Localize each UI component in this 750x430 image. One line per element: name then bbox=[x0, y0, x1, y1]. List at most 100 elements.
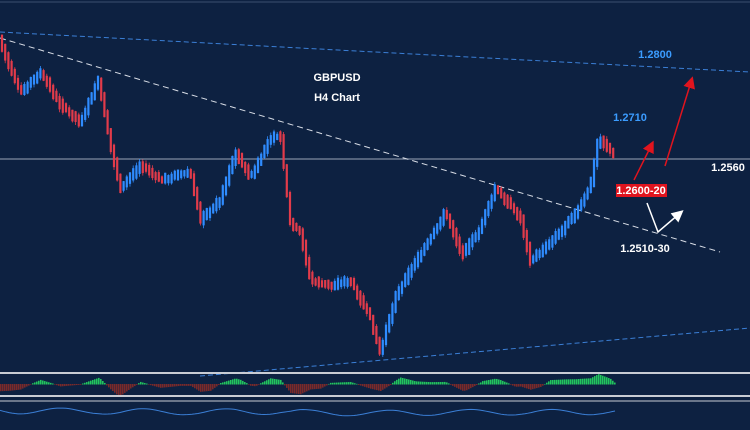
histogram-bar bbox=[184, 384, 186, 386]
candle-body bbox=[599, 136, 602, 149]
histogram-bar bbox=[442, 381, 444, 385]
histogram-bar bbox=[552, 379, 554, 385]
histogram-bar bbox=[244, 382, 246, 385]
histogram-bar bbox=[54, 384, 56, 385]
candle-body bbox=[384, 324, 388, 346]
histogram-bar bbox=[204, 384, 206, 392]
histogram-bar bbox=[580, 378, 582, 385]
histogram-bar bbox=[334, 382, 336, 385]
histogram-bar bbox=[10, 384, 12, 391]
histogram-bar bbox=[252, 384, 254, 386]
candle-body bbox=[87, 97, 90, 116]
candle-body bbox=[84, 107, 87, 120]
histogram-bar bbox=[120, 384, 122, 396]
histogram-bar bbox=[494, 378, 496, 385]
candle-body bbox=[132, 168, 135, 181]
candle-body bbox=[247, 164, 250, 180]
candle-body bbox=[144, 163, 148, 172]
histogram-bar bbox=[386, 384, 388, 388]
candle-body bbox=[228, 165, 231, 186]
candle-body bbox=[215, 197, 218, 212]
channel-top bbox=[0, 31, 750, 73]
histogram-bar bbox=[248, 384, 250, 385]
candle-body bbox=[234, 149, 237, 167]
histogram-bar bbox=[4, 384, 6, 392]
candle-body bbox=[77, 114, 80, 127]
candle-body bbox=[365, 303, 368, 314]
histogram-bar bbox=[524, 384, 526, 388]
candle-body bbox=[106, 110, 109, 135]
candle-body bbox=[500, 188, 503, 199]
histogram-bar bbox=[262, 382, 264, 385]
histogram-bar bbox=[346, 382, 348, 385]
candle-body bbox=[605, 138, 608, 152]
histogram-bar bbox=[44, 381, 46, 385]
histogram-bar bbox=[370, 384, 372, 389]
histogram-bar bbox=[228, 380, 230, 385]
histogram-bar bbox=[66, 384, 68, 386]
histogram-bar bbox=[328, 383, 330, 385]
histogram-bar bbox=[124, 384, 126, 393]
candle-body bbox=[266, 139, 269, 154]
histogram-bar bbox=[106, 384, 108, 386]
histogram-bar bbox=[22, 384, 24, 389]
histogram-bar bbox=[318, 384, 320, 389]
candle-body bbox=[324, 280, 327, 288]
histogram-bar bbox=[434, 382, 436, 385]
candle-body bbox=[164, 172, 167, 184]
candle-body bbox=[61, 98, 64, 113]
histogram-bar bbox=[514, 384, 516, 387]
candle-body bbox=[109, 128, 112, 153]
candle-body bbox=[308, 256, 311, 280]
histogram-bar bbox=[68, 384, 70, 386]
candle-body bbox=[112, 144, 116, 168]
histogram-bar bbox=[584, 378, 586, 385]
histogram-bar bbox=[196, 384, 198, 390]
histogram-bar bbox=[250, 384, 252, 386]
candle-body bbox=[426, 238, 429, 250]
candle-body bbox=[272, 131, 276, 143]
histogram-bar bbox=[198, 384, 200, 391]
candle-body bbox=[436, 223, 439, 234]
histogram-bar bbox=[336, 382, 338, 385]
candle-body bbox=[340, 279, 343, 288]
histogram-bar bbox=[162, 384, 164, 388]
histogram-bar bbox=[540, 384, 542, 387]
histogram-bar bbox=[324, 384, 326, 387]
histogram-bar bbox=[74, 384, 76, 386]
histogram-bar bbox=[48, 382, 50, 385]
candle-body bbox=[516, 207, 519, 221]
candle-body bbox=[176, 169, 180, 181]
candles bbox=[0, 34, 615, 357]
histogram-bar bbox=[172, 384, 174, 387]
histogram-bar bbox=[496, 378, 498, 385]
candle-body bbox=[327, 279, 330, 289]
histogram-bar bbox=[284, 384, 286, 386]
histogram-bar bbox=[404, 378, 406, 385]
histogram-bar bbox=[268, 379, 270, 385]
candle-body bbox=[90, 92, 93, 105]
histogram-bar bbox=[396, 379, 398, 385]
candle-body bbox=[570, 212, 573, 225]
candle-body bbox=[458, 236, 461, 254]
candle-body bbox=[205, 207, 208, 221]
histogram-bar bbox=[176, 384, 178, 387]
histogram-bar bbox=[430, 382, 432, 385]
candle-body bbox=[260, 153, 263, 166]
candle-body bbox=[212, 203, 215, 214]
histogram-bar bbox=[278, 379, 280, 385]
histogram-bar bbox=[274, 378, 276, 385]
candle-body bbox=[452, 220, 455, 238]
candle-body bbox=[263, 144, 266, 158]
candle-body bbox=[420, 249, 423, 263]
candle-body bbox=[349, 277, 352, 287]
histogram-bar bbox=[394, 381, 396, 385]
histogram-bar bbox=[130, 384, 132, 389]
histogram-bar bbox=[62, 384, 64, 387]
candle-body bbox=[487, 200, 490, 217]
candle-body bbox=[356, 285, 359, 300]
histogram-bar bbox=[170, 384, 172, 387]
histogram-bar bbox=[372, 384, 374, 390]
level-label: 1.2510-30 bbox=[620, 243, 670, 255]
histogram-bar bbox=[340, 382, 342, 385]
